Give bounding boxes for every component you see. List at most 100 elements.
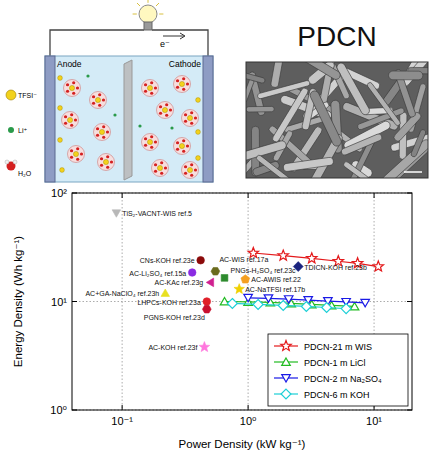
cluster-water — [186, 82, 189, 85]
data-point — [253, 299, 263, 309]
cluster-water — [190, 111, 193, 114]
cluster-ion — [67, 117, 72, 122]
cluster-shell — [152, 160, 169, 177]
legend-marker — [282, 375, 291, 382]
cluster-shell — [94, 124, 111, 141]
cluster-water — [190, 163, 193, 166]
cluster-water — [182, 77, 185, 80]
sem-rod — [295, 62, 342, 81]
free-anion — [196, 98, 201, 103]
point-label: AC-WIS ref.17a — [219, 256, 268, 263]
free-anion — [196, 156, 201, 161]
plot-background — [72, 193, 412, 410]
cluster-water — [98, 104, 101, 107]
annotations: TiS₂-VACNT-WIS ref.5CNs-KOH ref.23eAC-WI… — [85, 210, 367, 351]
cluster-water — [160, 161, 163, 164]
cluster-water — [106, 166, 109, 169]
x-tick — [122, 405, 123, 410]
solvated-cluster — [64, 80, 81, 97]
free-cation — [138, 124, 141, 127]
sem-rod — [309, 89, 343, 147]
x-tick-label: 10⁻¹ — [111, 415, 133, 427]
cluster-water — [144, 137, 147, 140]
cluster-water — [144, 90, 147, 93]
cluster-water — [150, 81, 153, 84]
ion-label: Li⁺ — [18, 127, 27, 134]
data-point — [161, 289, 170, 296]
legend-marker — [282, 358, 291, 365]
y-tick-label: 10¹ — [51, 296, 67, 308]
data-point — [361, 299, 370, 306]
cluster-water — [80, 152, 83, 155]
cluster-water — [74, 118, 77, 121]
cluster-water — [102, 125, 105, 128]
y-tick — [72, 301, 77, 302]
legend-marker — [281, 389, 291, 399]
x-tick — [374, 193, 375, 198]
figure: e⁻AnodeCathodeTFSI⁻Li⁺H₂OPDCN10⁻¹10⁰10¹1… — [0, 0, 432, 464]
cluster-water — [194, 168, 197, 171]
cluster-water — [184, 165, 187, 168]
legend-label: PDCN-21 m WIS — [304, 342, 372, 352]
cluster-water — [164, 166, 167, 169]
cluster-water — [72, 81, 75, 84]
solvated-cluster — [157, 102, 174, 119]
free-anion — [58, 76, 63, 81]
bulb-ray — [156, 3, 159, 6]
cluster-ion — [147, 85, 152, 90]
cluster-water — [106, 130, 109, 133]
data-marks — [112, 210, 383, 352]
cluster-water — [190, 174, 193, 177]
solvated-cluster — [94, 124, 111, 141]
free-anion — [196, 130, 201, 135]
data-point — [202, 305, 211, 313]
point-label: TDICN-KOH ref.23b — [304, 264, 367, 271]
cluster-water — [186, 144, 189, 147]
plot-frame — [72, 193, 412, 410]
sem-rod — [270, 62, 283, 88]
sem-rod — [389, 71, 423, 80]
scale-bar — [404, 171, 422, 173]
point-label: LHPCs-KOH ref.23a — [137, 299, 201, 306]
y-tick-label: 10² — [51, 187, 67, 199]
point-label: PNGs-H₂SO₄ ref.23c — [231, 267, 297, 274]
cluster-water — [66, 83, 69, 86]
sem-rod — [283, 157, 334, 172]
sem-rod — [410, 129, 426, 158]
legend: PDCN-21 m WISPDCN-1 m LiClPDCN-2 m Na₂SO… — [268, 334, 408, 406]
cluster-water — [100, 157, 103, 160]
solvated-cluster — [174, 76, 191, 93]
data-point — [278, 300, 288, 310]
point-label: AC+GA-NaClO₄ ref.23h — [85, 290, 159, 297]
sem-rod — [246, 106, 274, 112]
electron-label: e⁻ — [160, 39, 170, 49]
cluster-water — [150, 92, 153, 95]
data-point — [301, 302, 311, 312]
cluster-water — [72, 92, 75, 95]
x-tick-label: 10¹ — [366, 415, 382, 427]
cluster-water — [159, 112, 162, 115]
sem-rod — [343, 161, 370, 178]
cluster-water — [176, 148, 179, 151]
legend-box — [268, 334, 408, 406]
solvated-cluster — [68, 146, 85, 163]
point-label: TiS₂-VACNT-WIS ref.5 — [122, 210, 192, 217]
x-tick — [248, 193, 249, 198]
solvated-cluster — [62, 112, 79, 129]
sem-rod — [246, 140, 287, 164]
cluster-ion — [103, 159, 108, 164]
cluster-water — [70, 156, 73, 159]
cluster-ion — [147, 139, 152, 144]
solvated-cluster — [182, 162, 199, 179]
cluster-ion — [179, 143, 184, 148]
cluster-water — [92, 95, 95, 98]
free-cation — [170, 126, 173, 129]
cluster-water — [64, 115, 67, 118]
sem-rod — [366, 82, 401, 127]
cluster-water — [169, 108, 172, 111]
data-point — [373, 261, 383, 271]
data-point — [264, 295, 273, 302]
bulb-base — [144, 22, 152, 30]
point-label: AC-NaTFSI ref.17b — [245, 286, 305, 293]
cluster-water — [106, 155, 109, 158]
